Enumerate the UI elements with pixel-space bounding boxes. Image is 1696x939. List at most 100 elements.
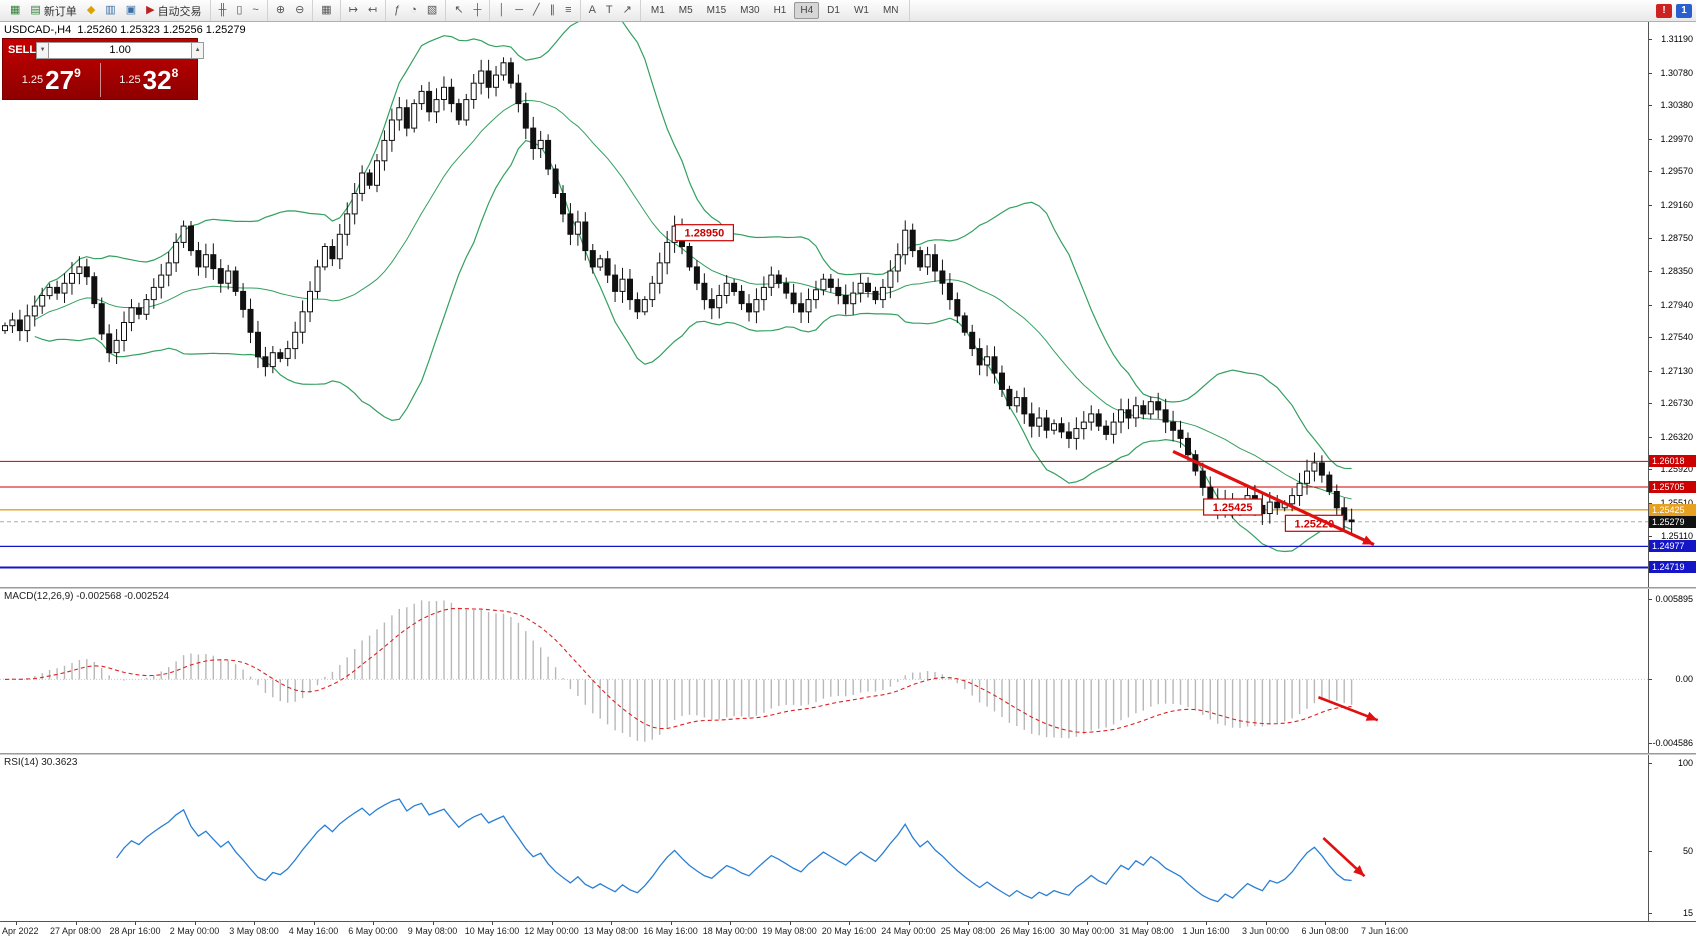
main-chart-plot[interactable]: USDCAD-,H4 1.25260 1.25323 1.25256 1.252… [0,22,1648,587]
cursor-button[interactable]: ↖ [449,2,468,20]
data-window-icon[interactable]: ▣ [121,2,141,20]
timeframe-button-M5[interactable]: M5 [678,5,693,16]
tile-windows-button[interactable]: ▦ [316,2,336,20]
sell-price-prefix: 1.25 [21,74,44,86]
macd-panel: MACD(12,26,9) -0.002568 -0.002524 0.0058… [0,589,1696,753]
axis-tick [1649,39,1652,41]
buy-button-label[interactable]: BUY [204,44,228,56]
metaeditor-icon[interactable]: ◆ [82,2,100,20]
zoom-out-icon: ⊖ [295,4,305,16]
rsi-canvas[interactable] [0,755,1648,921]
timeframe-button-MN[interactable]: MN [882,5,899,16]
periods-button[interactable]: ◔ [405,2,422,20]
price-annotation[interactable]: 1.28950 [674,224,735,242]
horizontal-line-icon: ─ [515,4,524,16]
macd-plot[interactable]: MACD(12,26,9) -0.002568 -0.002524 [0,589,1648,753]
axis-label: 1.26320 [1660,431,1693,442]
time-axis-label: 25 May 08:00 [940,926,996,936]
panel-divider[interactable] [0,753,1696,755]
trendline-icon: ╱ [533,4,540,16]
candlestick-chart-button[interactable]: ▯ [231,2,247,20]
time-axis-tick [1027,922,1029,925]
price-annotation[interactable]: 1.25425 [1202,498,1263,516]
axis-tick [1649,743,1652,744]
time-axis-tick [432,922,434,925]
trendline-button[interactable]: ╱ [528,2,545,20]
sell-button-label[interactable]: SELL [8,44,37,56]
trend-arrow[interactable] [1172,450,1375,546]
axis-label: 1.30780 [1660,67,1693,78]
axis-tick [1649,370,1652,372]
time-axis-tick [908,922,910,925]
vertical-line-button[interactable]: │ [493,2,510,20]
indicators-button[interactable]: ƒ [389,2,405,20]
axis-label: 1.28350 [1660,266,1693,277]
sell-button[interactable]: 1.25 27 9 [3,61,100,99]
new-order-button[interactable]: ▤ 新订单 [25,2,81,20]
equidistant-channel-button[interactable]: ∥ [545,2,561,20]
time-axis-tick [16,922,17,925]
volume-increase-button[interactable]: ▲ [191,41,205,59]
autotrading-button[interactable]: ▶ 自动交易 [141,2,206,20]
axis-tick [1649,271,1652,273]
alert-icon[interactable]: ! [1656,3,1672,18]
panel-divider[interactable] [0,587,1696,589]
zoom-out-button[interactable]: ⊖ [290,2,309,20]
buy-price-sup: 8 [171,66,179,80]
time-axis-tick [1146,922,1148,925]
macd-arrow[interactable] [1317,696,1379,722]
time-axis-label: 7 Jun 16:00 [1360,926,1409,936]
buy-button[interactable]: 1.25 32 8 [101,61,198,99]
spin-up-icon: ▲ [194,47,201,53]
market-watch-icon[interactable]: ▥ [100,2,120,20]
rsi-arrow[interactable] [1322,837,1366,878]
volume-input[interactable] [49,41,192,59]
time-axis-tick [551,922,553,925]
timeframe-button-M1[interactable]: M1 [650,5,665,16]
line-chart-button[interactable]: ~ [247,2,263,20]
volume-decrease-button[interactable]: ▼ [36,41,50,59]
price-level-tag: 1.25425 [1649,503,1696,516]
axis-label: 100 [1677,758,1693,768]
timeframe-button-M30[interactable]: M30 [740,5,760,16]
axis-tick [1649,502,1652,504]
timeframe-button-H4[interactable]: H4 [794,2,820,19]
time-axis-label: Apr 2022 [2,926,39,936]
time-axis-tick [1325,922,1326,925]
chart-shift-button[interactable]: ↤ [363,2,382,20]
time-axis-tick [611,922,612,925]
rsi-line [116,798,1352,903]
time-axis-label: 9 May 08:00 [407,926,458,936]
fibonacci-button[interactable]: ≡ [560,2,576,20]
macd-canvas[interactable] [0,589,1648,753]
time-axis-tick [313,922,315,925]
templates-button[interactable]: ▧ [422,2,442,20]
horizontal-line-button[interactable]: ─ [510,2,528,20]
arrows-button[interactable]: ↗ [618,2,637,20]
timeframe-button-D1[interactable]: D1 [827,5,840,16]
rsi-plot[interactable]: RSI(14) 30.3623 [0,755,1648,921]
axis-label: 1.29570 [1660,166,1693,177]
price-level-tag: 1.25705 [1649,480,1696,493]
timeframe-button-W1[interactable]: W1 [853,5,869,16]
auto-scroll-button[interactable]: ↦ [344,2,363,20]
timeframe-button-H1[interactable]: H1 [773,5,787,16]
arrows-icon: ↗ [622,4,632,16]
window-group: ▦ [313,0,341,21]
time-axis[interactable]: Apr 2022 27 Apr 08:00 28 Apr 16:00 2 May 00… [0,921,1696,939]
axis-label: 1.25110 [1661,530,1693,541]
text-label-button[interactable]: T [601,2,618,20]
bar-chart-button[interactable]: ╫ [214,2,232,20]
time-axis-label: 28 Apr 16:00 [109,926,161,936]
main-price-axis[interactable]: 1.31190 1.30780 1.30380 1.29970 1.29570 1.291… [1648,22,1696,587]
notification-badge[interactable]: 1 [1676,3,1692,18]
text-button[interactable]: A [584,2,601,20]
crosshair-button[interactable]: ┼ [469,2,487,20]
terminal-chart-icon[interactable]: ▦ [5,2,25,20]
timeframe-button-M15[interactable]: M15 [706,5,727,16]
axis-tick [1649,72,1652,74]
zoom-in-button[interactable]: ⊕ [271,2,290,20]
axis-tick [1649,105,1652,107]
axis-tick [1649,204,1652,206]
